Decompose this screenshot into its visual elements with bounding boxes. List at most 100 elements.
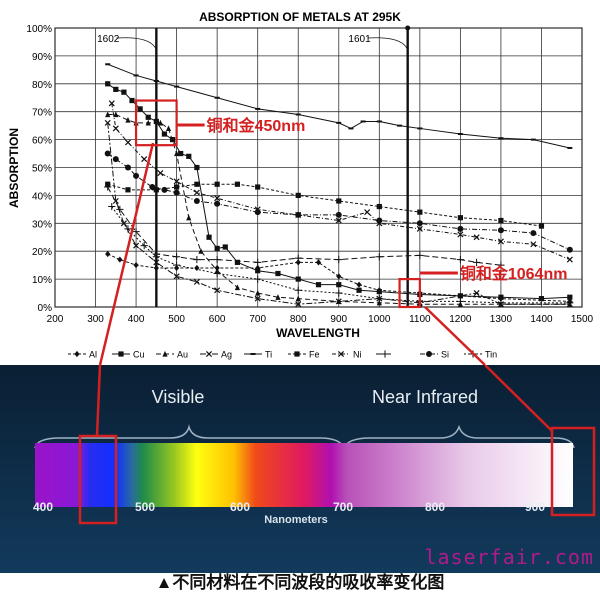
data-point-cu bbox=[255, 268, 261, 274]
data-point-ti bbox=[295, 113, 301, 116]
data-point-ti bbox=[105, 63, 111, 66]
x-tick-label: 1400 bbox=[530, 314, 553, 325]
data-point-cu bbox=[538, 296, 545, 302]
data-point-ti bbox=[417, 127, 423, 130]
vertical-marker-label: 1601 bbox=[348, 34, 371, 45]
y-tick-label: 50% bbox=[32, 164, 52, 175]
data-point-si bbox=[104, 150, 111, 157]
data-point-unnamed bbox=[116, 205, 124, 213]
near-infrared-label: Near Infrared bbox=[372, 387, 478, 407]
legend-marker bbox=[162, 350, 168, 357]
x-tick-label: 300 bbox=[87, 314, 104, 325]
data-point-al bbox=[117, 256, 123, 263]
data-point-ni bbox=[335, 217, 342, 224]
x-tick-label: 1000 bbox=[368, 314, 391, 325]
x-axis-label: WAVELENGTH bbox=[276, 326, 360, 340]
data-point-ti bbox=[457, 133, 463, 136]
series-line-al bbox=[107, 253, 570, 302]
data-point-ni bbox=[193, 189, 200, 196]
annotation-box bbox=[398, 278, 421, 309]
annotation-box bbox=[134, 99, 178, 147]
x-tick-label: 400 bbox=[128, 314, 145, 325]
data-point-si bbox=[295, 211, 302, 218]
data-point-al bbox=[133, 262, 139, 269]
data-point-cu bbox=[567, 294, 573, 300]
legend-label: Ag bbox=[221, 350, 232, 360]
data-point-tin bbox=[294, 286, 302, 294]
data-point-ni bbox=[364, 209, 371, 216]
data-point-cu bbox=[194, 164, 200, 171]
data-point-si bbox=[416, 220, 423, 227]
y-tick-label: 20% bbox=[32, 247, 52, 258]
legend-marker bbox=[250, 353, 256, 355]
y-tick-label: 0% bbox=[38, 303, 53, 314]
data-point-cu bbox=[356, 287, 362, 293]
data-point-tin bbox=[375, 295, 383, 303]
data-point-tin bbox=[456, 297, 464, 306]
data-point-ag bbox=[214, 287, 221, 294]
data-point-au bbox=[198, 248, 204, 254]
x-tick-label: 1300 bbox=[490, 314, 513, 325]
data-point-fe bbox=[376, 203, 382, 210]
data-point-ni bbox=[108, 100, 115, 107]
legend-label: Tin bbox=[485, 350, 497, 360]
data-point-cu bbox=[113, 86, 119, 92]
data-point-au bbox=[165, 125, 172, 132]
legend-item-si: Si bbox=[420, 350, 449, 360]
data-point-ti bbox=[376, 120, 382, 123]
data-point-au bbox=[275, 294, 281, 300]
series-unnamed bbox=[104, 183, 505, 269]
data-point-au bbox=[145, 119, 151, 126]
data-point-si bbox=[457, 225, 464, 232]
data-point-al bbox=[315, 259, 322, 266]
legend-item-ni: Ni bbox=[332, 350, 362, 360]
x-tick-label: 1200 bbox=[449, 314, 472, 325]
data-point-si bbox=[566, 246, 573, 253]
data-point-fe bbox=[255, 184, 261, 190]
y-tick-label: 40% bbox=[32, 191, 52, 202]
data-point-si bbox=[173, 189, 180, 196]
connector-line-450nm bbox=[98, 142, 155, 365]
data-point-si bbox=[497, 227, 504, 234]
x-tick-label: 900 bbox=[330, 314, 347, 325]
data-point-ag bbox=[193, 278, 200, 285]
series-si bbox=[104, 150, 573, 253]
legend-label: Fe bbox=[309, 350, 320, 360]
data-point-ti bbox=[348, 127, 354, 130]
data-point-tin bbox=[140, 242, 148, 250]
data-point-fe bbox=[214, 181, 220, 187]
data-point-si bbox=[376, 217, 383, 224]
connector-line-1064nm bbox=[424, 306, 486, 365]
data-point-au bbox=[295, 295, 301, 302]
data-point-tin bbox=[213, 269, 221, 278]
data-point-ni bbox=[157, 170, 164, 177]
legend-label: Au bbox=[177, 350, 188, 360]
connector-line-1064nm-lower bbox=[484, 364, 553, 432]
y-tick-label: 60% bbox=[32, 136, 52, 147]
data-point-ag bbox=[473, 290, 480, 297]
data-point-fe bbox=[336, 198, 342, 204]
data-point-unnamed bbox=[132, 228, 140, 236]
data-point-ti bbox=[498, 137, 504, 140]
data-point-cu bbox=[457, 293, 463, 299]
y-tick-label: 30% bbox=[32, 219, 52, 230]
data-point-cu bbox=[498, 294, 504, 300]
legend-item-ag: Ag bbox=[200, 350, 232, 360]
x-tick-label: 600 bbox=[209, 314, 226, 325]
connector-line-450nm-lower bbox=[95, 364, 102, 437]
data-point-cu bbox=[145, 114, 151, 120]
spectrum-tick-label: 400 bbox=[33, 500, 53, 514]
spectrum-tick-label: 900 bbox=[525, 500, 545, 514]
data-point-fe bbox=[174, 184, 180, 190]
y-tick-label: 70% bbox=[32, 108, 52, 119]
data-point-ti bbox=[133, 74, 139, 77]
figure-caption: ▲不同材料在不同波段的吸收率变化图 bbox=[155, 573, 445, 592]
data-point-ti bbox=[336, 121, 342, 124]
absorption-chart: ABSORPTION OF METALS AT 295K ABSORPTION WA… bbox=[7, 10, 594, 365]
data-point-tin bbox=[497, 299, 505, 307]
data-point-ti bbox=[214, 96, 220, 99]
data-point-au bbox=[157, 119, 163, 126]
data-point-ni bbox=[497, 238, 504, 245]
data-point-si bbox=[161, 186, 168, 193]
legend-marker bbox=[294, 351, 300, 357]
